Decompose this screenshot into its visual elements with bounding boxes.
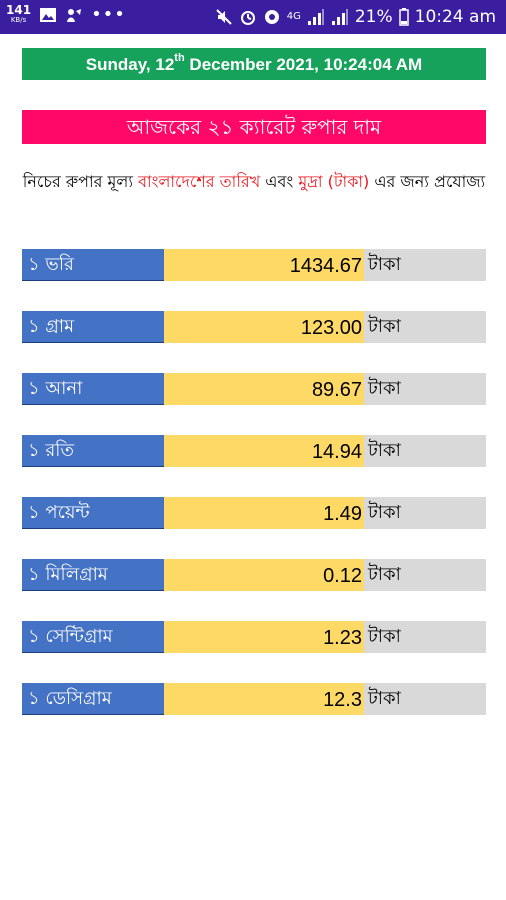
rate-value: 12.3 [164, 683, 364, 715]
rate-row-decigram: ১ ডেসিগ্রাম 12.3 টাকা [22, 683, 486, 715]
rate-value: 123.00 [164, 311, 364, 343]
date-day: Sunday, 12 [85, 55, 175, 74]
rate-currency: টাকা [364, 373, 486, 405]
status-bar: 141 KB/s ••• 4G 21% 10:24 am [0, 0, 506, 34]
rate-value: 1.23 [164, 621, 364, 653]
date-rest: December 2021, 10:24:04 AM [184, 55, 423, 74]
note-text-2: এবং [260, 172, 299, 191]
image-icon [40, 7, 57, 22]
rate-currency: টাকা [364, 435, 486, 467]
status-bar-left: 141 KB/s ••• [6, 2, 126, 26]
assistant-icon [67, 8, 82, 22]
rate-unit: ১ ডেসিগ্রাম [22, 683, 164, 715]
network-speed-unit: KB/s [10, 15, 27, 24]
battery-percent: 21% [354, 7, 393, 27]
rate-currency: টাকা [364, 621, 486, 653]
clock-time: 10:24 am [414, 7, 496, 27]
rate-row-point: ১ পয়েন্ট 1.49 টাকা [22, 497, 486, 529]
rate-row-centigram: ১ সেন্টিগ্রাম 1.23 টাকা [22, 621, 486, 653]
rate-currency: টাকা [364, 497, 486, 529]
rate-currency: টাকা [364, 249, 486, 281]
signal-icon [307, 9, 324, 25]
rate-unit: ১ ভরি [22, 249, 164, 281]
rate-unit: ১ আনা [22, 373, 164, 405]
rate-unit: ১ সেন্টিগ্রাম [22, 621, 164, 653]
rate-row-bhori: ১ ভরি 1434.67 টাকা [22, 249, 486, 281]
rate-unit: ১ পয়েন্ট [22, 497, 164, 529]
note-highlight-currency: মুদ্রা (টাকা) [298, 172, 370, 191]
network-speed-value: 141 [6, 2, 32, 17]
network-speed: 141 KB/s [6, 2, 32, 25]
date-suffix: th [174, 52, 185, 64]
rate-value: 1434.67 [164, 249, 364, 281]
note-text-3: এর জন্য প্রযোজ্য [369, 172, 486, 191]
page-title: আজকের ২১ ক্যারেট রুপার দাম [22, 110, 486, 144]
rate-currency: টাকা [364, 559, 486, 591]
note-highlight-date: বাংলাদেশের তারিখ [138, 172, 261, 191]
network-type: 4G [286, 11, 301, 22]
rate-currency: টাকা [364, 683, 486, 715]
rate-currency: টাকা [364, 311, 486, 343]
note-text-1: নিচের রুপার মূল্য [22, 172, 139, 191]
rate-value: 89.67 [164, 373, 364, 405]
status-bar-right: 4G 21% 10:24 am [215, 0, 496, 34]
more-dots-icon: ••• [91, 4, 126, 25]
rate-unit: ১ মিলিগ্রাম [22, 559, 164, 591]
rate-value: 0.12 [164, 559, 364, 591]
rate-row-milligram: ১ মিলিগ্রাম 0.12 টাকা [22, 559, 486, 591]
price-note: নিচের রুপার মূল্য বাংলাদেশের তারিখ এবং ম… [22, 168, 486, 196]
rate-unit: ১ রতি [22, 435, 164, 467]
mute-icon [215, 9, 232, 25]
battery-icon [398, 8, 409, 26]
rate-row-ana: ১ আনা 89.67 টাকা [22, 373, 486, 405]
rate-value: 14.94 [164, 435, 364, 467]
rate-row-gram: ১ গ্রাম 123.00 টাকা [22, 311, 486, 343]
signal-icon-2 [331, 9, 348, 25]
sync-icon [264, 10, 279, 24]
rate-row-roti: ১ রতি 14.94 টাকা [22, 435, 486, 467]
alarm-icon [240, 11, 255, 25]
rate-value: 1.49 [164, 497, 364, 529]
date-time-banner: Sunday, 12th December 2021, 10:24:04 AM [22, 48, 486, 80]
rate-unit: ১ গ্রাম [22, 311, 164, 343]
